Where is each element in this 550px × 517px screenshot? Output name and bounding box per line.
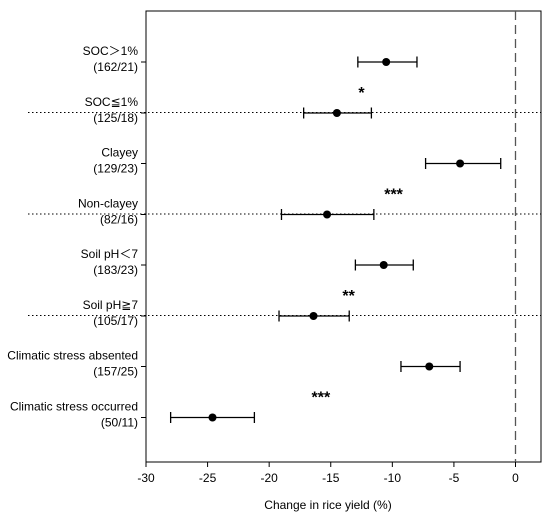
- category-count-7: (50/11): [101, 416, 138, 430]
- category-count-6: (157/25): [93, 365, 138, 379]
- mean-point-5: [309, 312, 318, 320]
- category-label-3: Non-clayey: [78, 197, 138, 211]
- category-label-0: SOC＞1%: [83, 44, 139, 58]
- category-count-4: (183/23): [93, 263, 138, 277]
- category-count-3: (82/16): [100, 213, 138, 227]
- mean-point-2: [456, 159, 465, 168]
- x-tick-label-2: -20: [260, 471, 278, 485]
- category-label-2: Clayey: [101, 146, 138, 160]
- category-label-6: Climatic stress absented: [7, 349, 138, 363]
- category-count-5: (105/17): [93, 314, 138, 328]
- x-tick-label-4: -10: [384, 471, 402, 485]
- x-tick-label-0: -30: [137, 471, 155, 485]
- x-tick-label-6: 0: [512, 471, 519, 485]
- significance-marker-2: **: [342, 288, 355, 305]
- category-count-2: (129/23): [93, 162, 138, 176]
- x-tick-label-1: -25: [199, 471, 217, 485]
- mean-point-4: [379, 261, 388, 269]
- category-count-1: (125/18): [93, 111, 138, 125]
- category-label-4: Soil pH＜7: [81, 247, 139, 261]
- significance-marker-0: *: [358, 85, 365, 102]
- x-axis-label: Change in rice yield (%): [264, 498, 391, 512]
- mean-point-0: [382, 58, 391, 66]
- category-label-7: Climatic stress occurred: [10, 400, 138, 414]
- mean-point-6: [425, 362, 434, 371]
- plot-frame: [145, 10, 542, 463]
- category-label-5: Soil pH≧7: [83, 298, 139, 312]
- x-tick-label-5: -5: [449, 471, 460, 485]
- category-label-1: SOC≦1%: [85, 95, 139, 109]
- significance-marker-1: ***: [384, 187, 403, 204]
- mean-point-3: [323, 210, 332, 219]
- significance-marker-3: ***: [312, 390, 331, 407]
- category-count-0: (162/21): [93, 60, 138, 74]
- mean-point-7: [208, 413, 217, 422]
- x-tick-label-3: -15: [322, 471, 340, 485]
